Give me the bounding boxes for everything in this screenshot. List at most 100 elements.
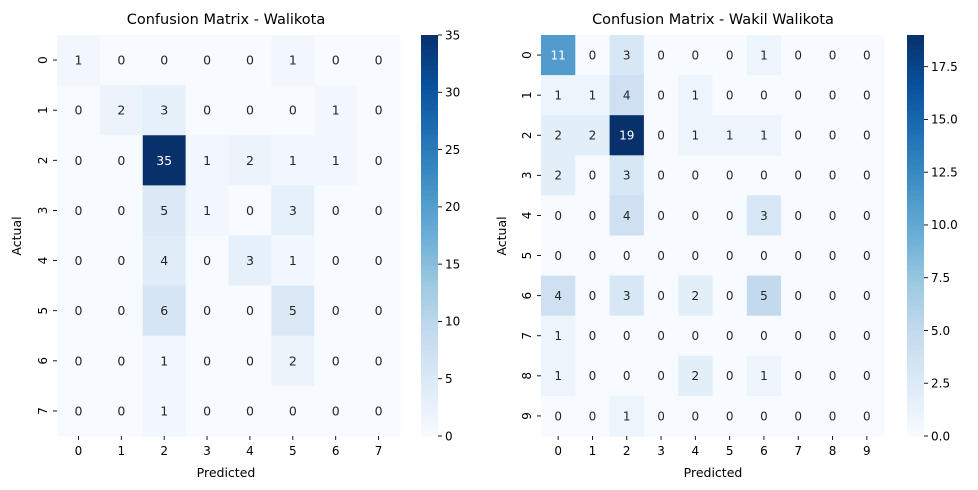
cell-value-label: 0 [794,169,802,183]
colorbar-strip [907,425,924,432]
colorbar-strip [421,400,438,407]
colorbar-strip [421,215,438,222]
heatmap-cell [815,235,851,277]
y-tick-label: 9 [520,412,534,420]
cell-value-label: 6 [160,303,168,318]
cell-value-label: 0 [692,409,700,423]
heatmap-cell [815,275,851,317]
cell-value-label: 3 [760,209,768,223]
heatmap-cell [99,235,144,287]
colorbar-tick-label: 5 [445,372,453,386]
heatmap-cell [609,315,645,357]
cell-value-label: 0 [332,303,340,318]
cell-value-label: 0 [657,48,665,62]
cell-value-label: 0 [117,303,125,318]
cell-value-label: 0 [623,369,631,383]
heatmap-cell [746,235,782,277]
cell-value-label: 0 [203,253,211,268]
heatmap-cell [678,115,714,156]
heatmap-cell [849,75,885,116]
colorbar-strip [907,310,924,317]
colorbar-strip [421,430,438,437]
heatmap-cell [815,75,851,116]
heatmap-cell [815,115,851,156]
colorbar-strip [907,360,924,367]
cell-value-label: 2 [554,169,562,183]
cell-value-label: 1 [554,329,562,343]
cell-value-label: 2 [289,353,297,368]
heatmap-cell [849,115,885,156]
colorbar-strip [907,60,924,66]
heatmap-cell [228,385,272,437]
colorbar-strip [907,430,924,437]
colorbar-strip [907,340,924,347]
cell-value-label: 2 [589,129,597,143]
colorbar-strip [421,230,438,237]
cell-value-label: 0 [829,48,837,62]
colorbar-strip [421,360,438,367]
colorbar-strip [421,135,438,141]
cell-value-label: 0 [375,403,383,418]
colorbar-tick-label: 12.5 [931,165,958,179]
heatmap-cell [815,35,851,76]
heatmap-cell [678,155,714,196]
colorbar-strip [421,280,438,287]
cell-value-label: 0 [332,403,340,418]
y-tick-label: 7 [36,407,50,415]
heatmap-cell [609,115,645,156]
colorbar-strip [421,150,438,156]
cell-value-label: 0 [74,303,82,318]
heatmap-cell [271,235,315,287]
heatmap-cell [142,285,187,337]
heatmap-cell [678,35,714,76]
colorbar-strip [421,405,438,412]
colorbar-tick-label: 30 [445,86,460,100]
heatmap-cell [357,185,401,237]
colorbar-strip [421,355,438,362]
heatmap-cell [541,275,576,317]
colorbar-strip [907,355,924,362]
colorbar-strip [907,415,924,422]
heatmap-cell [271,385,315,437]
heatmap-cell [678,395,714,437]
colorbar-strip [421,350,438,357]
colorbar-strip [907,40,924,46]
colorbar-strip [421,300,438,307]
colorbar-strip [421,380,438,387]
cell-value-label: 0 [589,289,597,303]
heatmap-cell [575,75,611,116]
cell-value-label: 0 [794,249,802,263]
heatmap-cell [643,75,679,116]
colorbar-strip [907,45,924,51]
colorbar-strip [907,180,924,186]
cell-value-label: 0 [829,369,837,383]
heatmap-cell [57,85,101,136]
colorbar-strip [907,175,924,181]
cell-value-label: 0 [203,103,211,118]
cell-value-label: 1 [203,153,211,168]
colorbar-strip [907,110,924,116]
cell-value-label: 0 [726,369,734,383]
heatmap-cell [678,355,714,397]
cell-value-label: 0 [760,329,768,343]
colorbar-strip [421,365,438,372]
cell-value-label: 0 [554,209,562,223]
colorbar-strip [421,260,438,267]
heatmap-cell [185,385,230,437]
colorbar-strip [421,235,438,242]
cell-value-label: 5 [160,203,168,218]
colorbar-strip [907,70,924,76]
cell-value-label: 19 [619,129,634,143]
colorbar-strip [907,330,924,337]
colorbar-strip [421,50,438,56]
heatmap-cell [609,235,645,277]
heatmap-cell [575,275,611,317]
cell-value-label: 0 [74,203,82,218]
cell-value-label: 0 [246,303,254,318]
heatmap-cell [849,395,885,437]
heatmap-cell [314,285,358,337]
y-tick-label: 6 [520,292,534,300]
x-tick-label: 3 [657,444,665,458]
cell-value-label: 0 [726,88,734,102]
cell-value-label: 0 [203,403,211,418]
